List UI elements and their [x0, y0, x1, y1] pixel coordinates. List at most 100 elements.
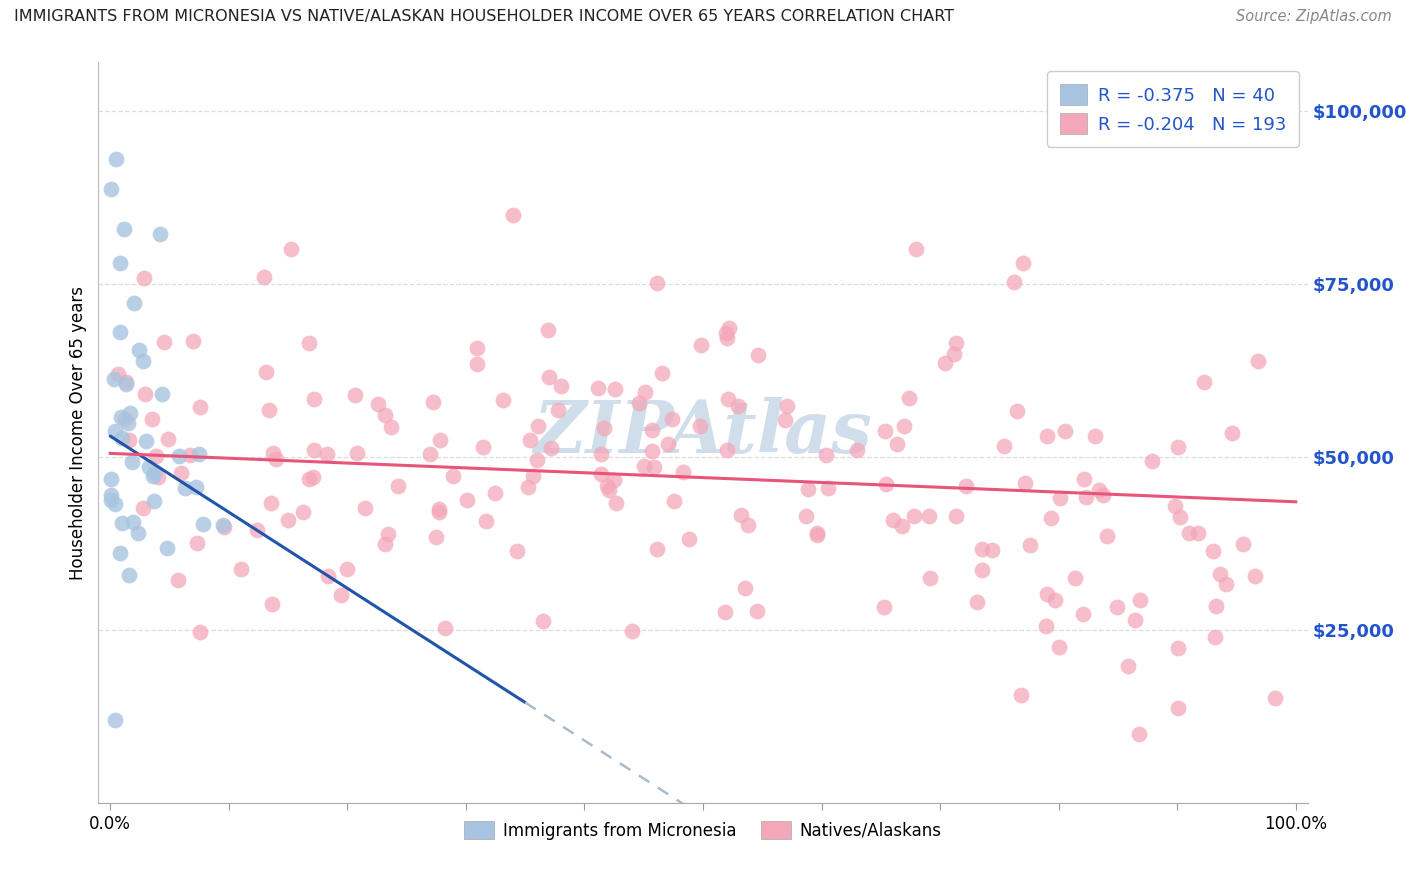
Point	[188, 400, 211, 414]
Point	[898, 391, 921, 405]
Point	[934, 355, 956, 369]
Point	[302, 392, 325, 406]
Point	[301, 469, 323, 483]
Point	[253, 269, 276, 284]
Point	[875, 477, 897, 491]
Point	[603, 473, 626, 487]
Point	[641, 423, 664, 437]
Point	[260, 597, 283, 611]
Point	[110, 325, 132, 339]
Point	[128, 343, 150, 358]
Point	[717, 392, 740, 407]
Point	[188, 447, 211, 461]
Point	[1039, 511, 1062, 525]
Point	[117, 434, 139, 448]
Point	[100, 488, 122, 502]
Point	[540, 442, 562, 456]
Point	[465, 342, 488, 356]
Point	[425, 530, 447, 544]
Point	[1074, 490, 1097, 504]
Point	[132, 354, 155, 368]
Point	[1010, 688, 1032, 702]
Point	[662, 494, 685, 508]
Point	[519, 433, 541, 447]
Point	[678, 532, 700, 546]
Point	[157, 432, 180, 446]
Point	[1232, 537, 1254, 551]
Point	[893, 419, 915, 434]
Point	[882, 513, 904, 527]
Point	[212, 520, 235, 534]
Point	[100, 472, 122, 486]
Point	[1043, 593, 1066, 607]
Point	[114, 377, 136, 392]
Point	[1035, 619, 1057, 633]
Point	[734, 581, 756, 595]
Point	[107, 367, 129, 381]
Point	[336, 562, 359, 576]
Point	[537, 322, 560, 336]
Point	[152, 334, 174, 349]
Point	[596, 479, 619, 493]
Point	[727, 400, 749, 414]
Point	[427, 502, 450, 516]
Point	[737, 517, 759, 532]
Point	[441, 468, 464, 483]
Point	[526, 453, 548, 467]
Y-axis label: Householder Income Over 65 years: Householder Income Over 65 years	[69, 285, 87, 580]
Point	[156, 541, 179, 555]
Point	[1247, 354, 1270, 368]
Point	[1129, 593, 1152, 607]
Point	[1054, 424, 1077, 438]
Point	[1167, 440, 1189, 454]
Point	[918, 508, 941, 523]
Point	[492, 392, 515, 407]
Point	[794, 508, 817, 523]
Point	[714, 326, 737, 341]
Point	[1064, 571, 1087, 585]
Point	[806, 528, 828, 542]
Point	[845, 442, 868, 457]
Point	[645, 542, 668, 557]
Legend: Immigrants from Micronesia, Natives/Alaskans: Immigrants from Micronesia, Natives/Alas…	[458, 814, 948, 847]
Point	[188, 625, 211, 640]
Point	[550, 379, 572, 393]
Point	[1202, 543, 1225, 558]
Point	[806, 526, 828, 541]
Point	[246, 524, 269, 538]
Point	[297, 335, 319, 350]
Point	[118, 406, 141, 420]
Point	[181, 334, 204, 348]
Point	[1178, 526, 1201, 541]
Point	[422, 394, 444, 409]
Point	[374, 537, 396, 551]
Point	[972, 563, 994, 577]
Point	[817, 481, 839, 495]
Point	[945, 508, 967, 523]
Point	[465, 357, 488, 371]
Point	[1073, 472, 1095, 486]
Point	[537, 370, 560, 384]
Point	[173, 481, 195, 495]
Point	[517, 480, 540, 494]
Point	[776, 399, 799, 413]
Point	[186, 536, 208, 550]
Point	[1168, 509, 1191, 524]
Point	[588, 381, 610, 395]
Point	[471, 440, 494, 454]
Point	[657, 437, 679, 451]
Point	[1005, 404, 1028, 418]
Point	[262, 446, 284, 460]
Point	[533, 614, 555, 628]
Point	[433, 621, 456, 635]
Point	[127, 525, 149, 540]
Point	[955, 478, 977, 492]
Point	[142, 469, 165, 483]
Text: ZIPAtlas: ZIPAtlas	[534, 397, 872, 468]
Point	[427, 505, 450, 519]
Point	[641, 444, 664, 458]
Point	[970, 542, 993, 557]
Point	[316, 569, 339, 583]
Point	[193, 516, 215, 531]
Point	[105, 153, 128, 167]
